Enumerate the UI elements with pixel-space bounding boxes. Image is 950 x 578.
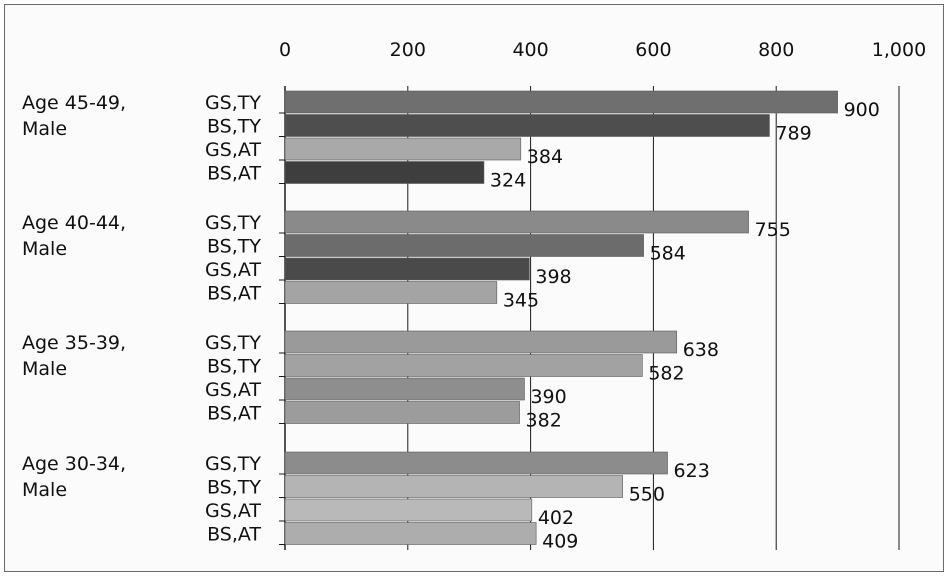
- category-label: GS,AT: [205, 379, 261, 401]
- bar: [284, 354, 643, 377]
- category-label: GS,AT: [205, 500, 261, 522]
- value-label: 900: [844, 99, 880, 121]
- category-label: BS,TY: [207, 116, 261, 138]
- bar: [284, 137, 522, 161]
- group-label: Age 30-34,: [22, 453, 126, 475]
- bar: [284, 114, 770, 137]
- x-tick-label: 200: [390, 39, 426, 61]
- value-label: 390: [530, 386, 566, 408]
- value-label: 623: [674, 460, 710, 482]
- category-label: BS,AT: [207, 524, 261, 546]
- category-label: GS,TY: [205, 92, 261, 114]
- x-tick-label: 0: [279, 39, 291, 61]
- value-label: 638: [683, 339, 719, 361]
- x-tick-label: 400: [512, 39, 548, 61]
- bar: [284, 210, 749, 234]
- bar: [284, 257, 530, 281]
- value-label: 345: [503, 290, 539, 312]
- value-label: 582: [648, 363, 684, 385]
- category-label: GS,TY: [205, 332, 261, 354]
- x-tick-label: 600: [635, 39, 671, 61]
- value-label: 382: [526, 410, 562, 432]
- category-label: GS,AT: [205, 139, 261, 161]
- category-label: GS,TY: [205, 453, 261, 475]
- bar: [284, 234, 644, 257]
- category-label: GS,AT: [205, 259, 261, 281]
- category-label: BS,AT: [207, 283, 261, 305]
- category-label: BS,TY: [207, 356, 261, 378]
- group-label: Male: [22, 479, 67, 501]
- value-label: 324: [490, 170, 526, 192]
- value-label: 384: [527, 146, 563, 168]
- bar: [284, 330, 678, 354]
- group-label: Age 35-39,: [22, 332, 126, 354]
- bar: [284, 498, 533, 522]
- category-label: BS,AT: [207, 163, 261, 185]
- category-label: GS,TY: [205, 212, 261, 234]
- bar: [284, 475, 624, 498]
- category-label: BS,AT: [207, 403, 261, 425]
- value-label: 550: [629, 484, 665, 506]
- value-label: 402: [538, 507, 574, 529]
- bar: [284, 451, 668, 475]
- value-label: 409: [542, 531, 578, 553]
- bar: [284, 522, 537, 545]
- bar: [284, 90, 838, 114]
- value-label: 584: [650, 243, 686, 265]
- category-label: BS,TY: [207, 477, 261, 499]
- category-label: BS,TY: [207, 236, 261, 258]
- value-label: 789: [775, 123, 811, 145]
- value-label: 398: [535, 266, 571, 288]
- bar: [284, 161, 485, 184]
- x-tick-label: 1,000: [872, 39, 926, 61]
- group-label: Age 45-49,: [22, 92, 126, 114]
- group-label: Age 40-44,: [22, 212, 126, 234]
- bar: [284, 401, 520, 424]
- group-label: Male: [22, 238, 67, 260]
- bar: [284, 377, 525, 401]
- x-tick-label: 800: [758, 39, 794, 61]
- value-label: 755: [755, 219, 791, 241]
- group-label: Male: [22, 118, 67, 140]
- bar: [284, 281, 498, 304]
- group-label: Male: [22, 358, 67, 380]
